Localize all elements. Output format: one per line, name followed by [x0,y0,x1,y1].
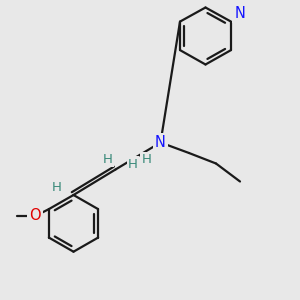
Text: N: N [235,6,245,21]
Text: H: H [128,158,138,171]
Text: N: N [155,135,166,150]
Text: H: H [52,181,62,194]
Text: O: O [30,208,41,224]
Text: H: H [103,153,112,166]
Text: H: H [142,153,151,166]
